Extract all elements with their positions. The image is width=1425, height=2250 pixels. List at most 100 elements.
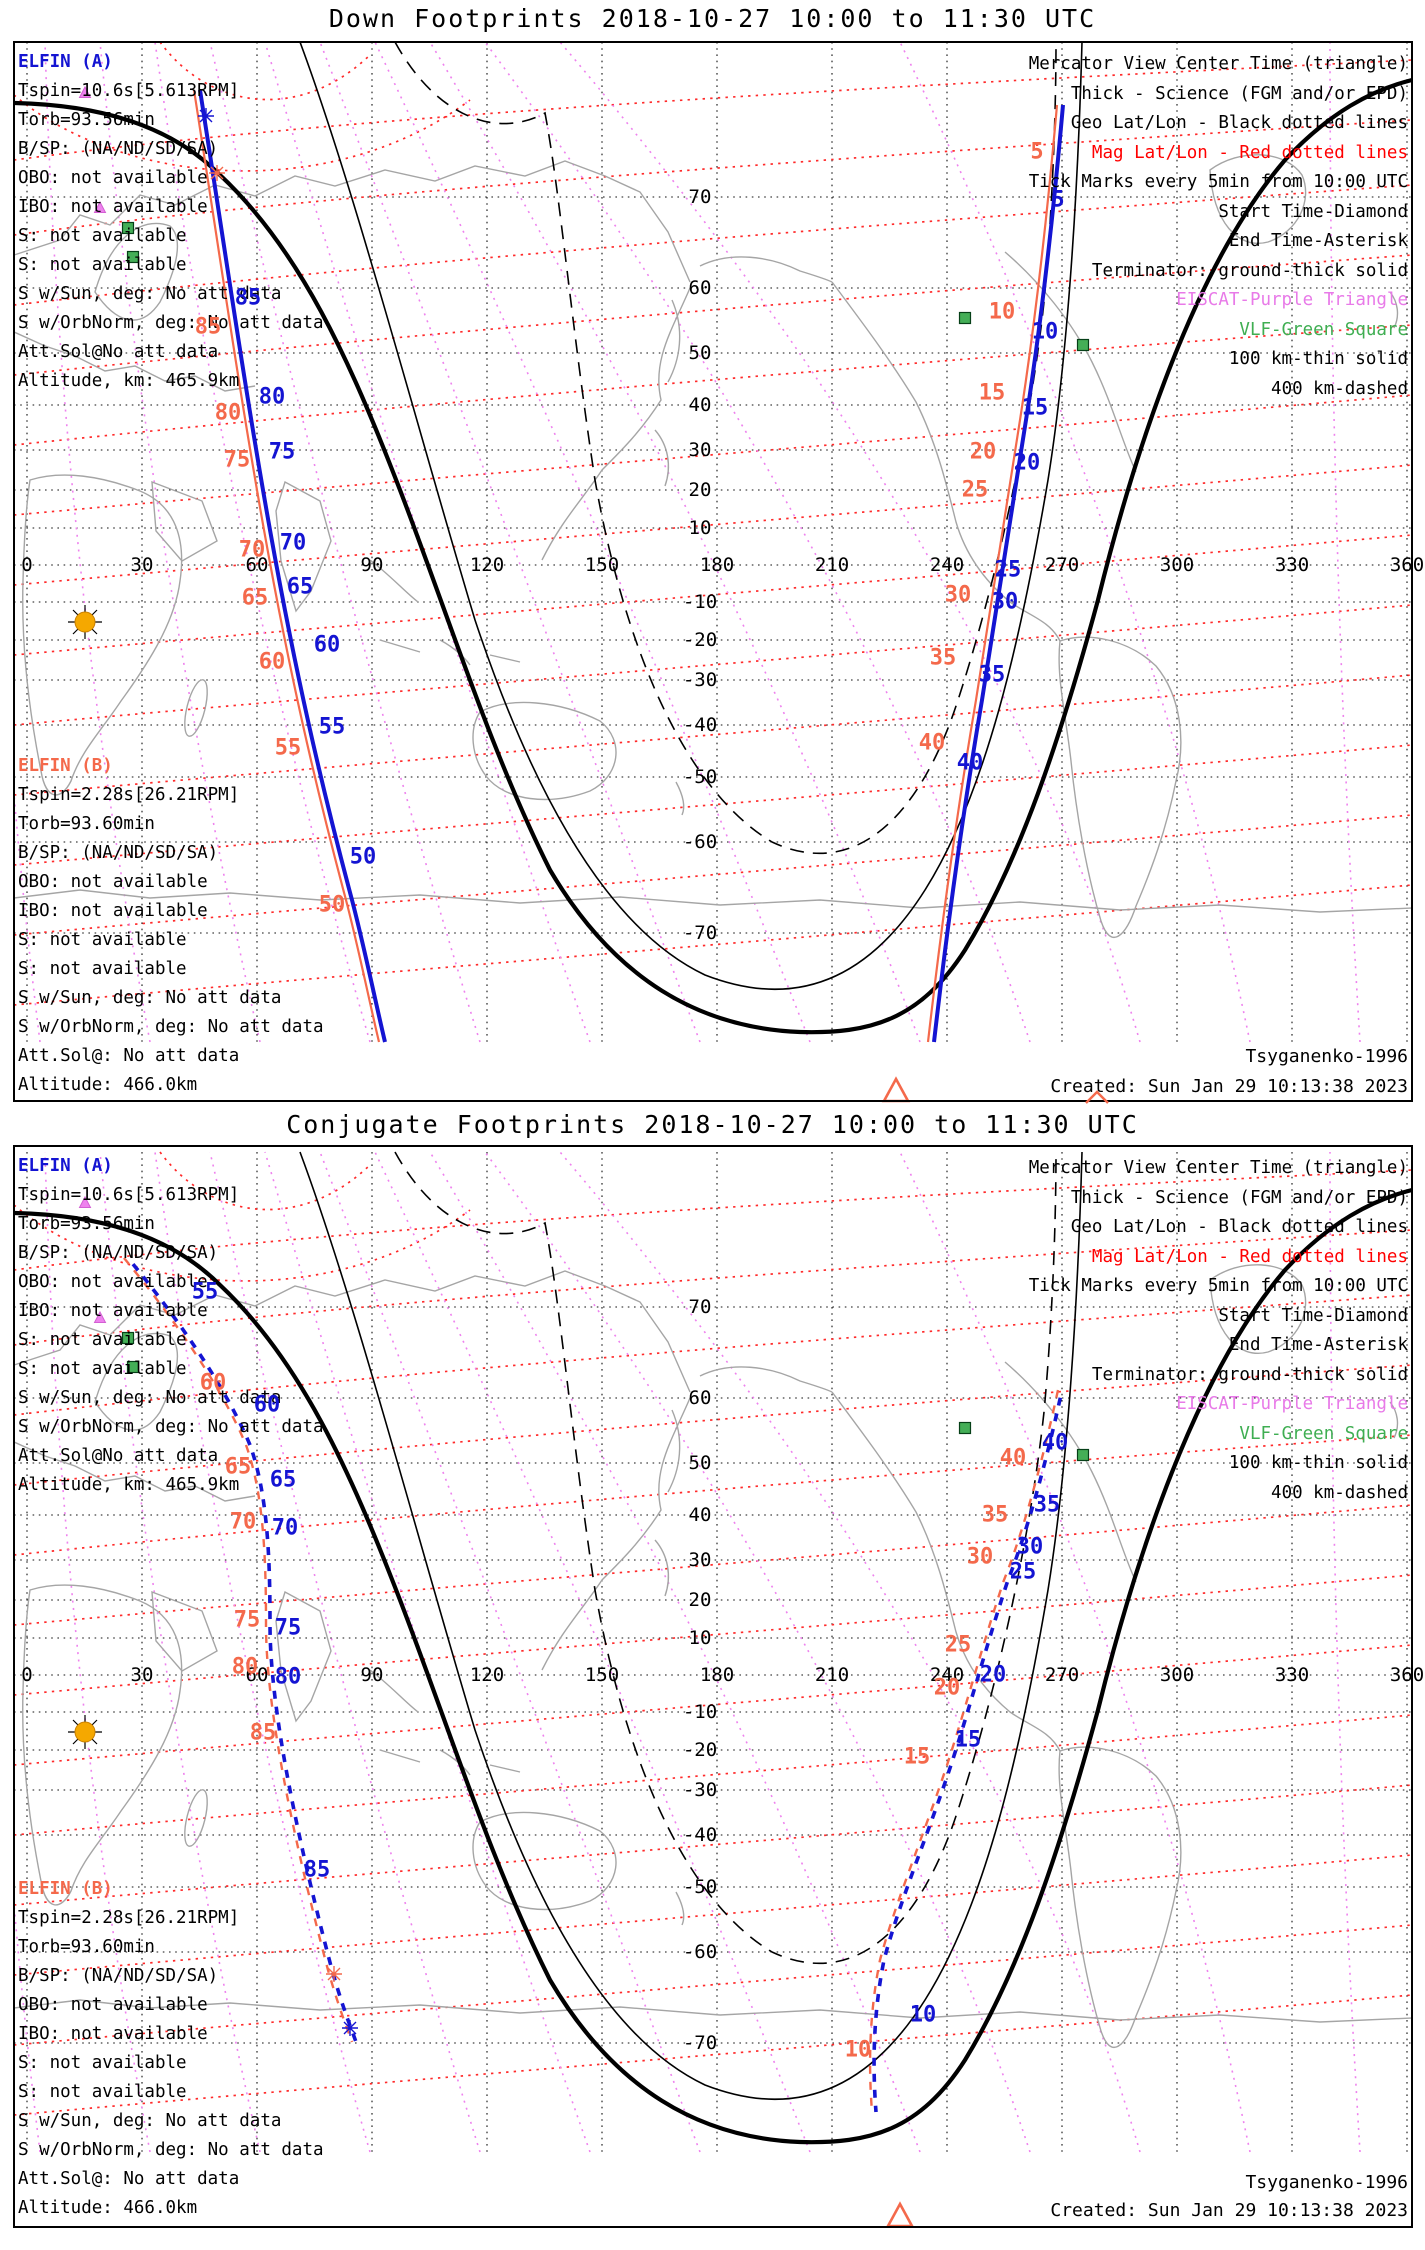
- lat-tick-label: -30: [682, 1779, 718, 1801]
- elfin-a-bottom-line-3: B/SP: (NA/ND/SD/SA): [18, 1243, 219, 1263]
- elfin-a-time-label: 40: [956, 750, 984, 776]
- lon-tick-label: 0: [21, 1664, 33, 1686]
- elfin-b-time-label: 10: [844, 2037, 872, 2063]
- lat-tick-label: -10: [682, 1701, 718, 1723]
- elfin-a-bottom-line-6: S: not available: [18, 1330, 187, 1350]
- sun-icon: [67, 604, 103, 640]
- elfin-a-time-label: 55: [191, 1279, 219, 1305]
- elfin-b-conjugate-east: [868, 1389, 1060, 2113]
- elfin-a-top-line-4: OBO: not available: [18, 168, 208, 188]
- elfin-b-bottom-line-3: B/SP: (NA/ND/SD/SA): [18, 1966, 219, 1986]
- lon-tick-label: 240: [929, 1664, 965, 1686]
- elfin-b-bottom-line-10: Att.Sol@: No att data: [18, 2169, 240, 2189]
- elfin-b-time-label: 35: [929, 645, 957, 671]
- elfin-b-time-label: 85: [249, 1720, 277, 1746]
- lon-tick-label: 150: [584, 1664, 620, 1686]
- vlf-square-icon: [958, 1421, 972, 1435]
- elfin-b-time-label: 55: [274, 735, 302, 761]
- legend-top-line-7: Terminator: ground-thick solid: [1091, 260, 1408, 281]
- elfin-b-bottom-line-0: ELFIN (B): [18, 1879, 113, 1899]
- elfin-b-time-label: 20: [933, 1675, 961, 1701]
- lon-tick-label: 270: [1044, 554, 1080, 576]
- elfin-b-top-line-10: Att.Sol@: No att data: [18, 1046, 240, 1066]
- elfin-b-track-west: [192, 89, 381, 1043]
- legend-bottom-line-0: Mercator View Center Time (triangle): [1028, 1158, 1408, 1178]
- elfin-b-top-line-4: OBO: not available: [18, 872, 208, 892]
- elfin-a-bottom-line-5: IBO: not available: [18, 1301, 208, 1321]
- elfin-a-top-line-1: Tspin=10.6s[5.613RPM]: [18, 81, 240, 101]
- lat-tick-label: -60: [682, 1941, 718, 1963]
- created-label-top: Created: Sun Jan 29 10:13:38 2023: [1050, 1076, 1408, 1097]
- elfin-b-bottom-line-9: S w/OrbNorm, deg: No att data: [18, 2140, 324, 2160]
- model-label-top: Tsyganenko-1996: [1245, 1046, 1408, 1067]
- lon-tick-label: 0: [21, 554, 33, 576]
- elfin-b-time-label: 70: [238, 537, 266, 563]
- elfin-a-top-line-11: Altitude, km: 465.9km: [18, 371, 240, 391]
- elfin-b-bottom-line-2: Torb=93.60min: [18, 1937, 155, 1957]
- elfin-a-time-label: 10: [909, 2002, 937, 2028]
- center-time-triangle-icon: [886, 2202, 914, 2228]
- elfin-a-top-line-3: B/SP: (NA/ND/SD/SA): [18, 139, 219, 159]
- lat-tick-label: -50: [682, 1876, 718, 1898]
- legend-top: Mercator View Center Time (triangle) Thic…: [1029, 50, 1408, 404]
- legend-bottom-line-3: Mag Lat/Lon - Red dotted lines: [1091, 1246, 1408, 1267]
- elfin-a-info-top: ELFIN (A) Tspin=10.6s[5.613RPM] Torb=93.56…: [18, 48, 324, 396]
- elfin-a-bottom-line-4: OBO: not available: [18, 1272, 208, 1292]
- elfin-a-time-label: 65: [286, 574, 314, 600]
- lat-tick-label: -70: [682, 2032, 718, 2054]
- lat-tick-label: 40: [688, 1504, 712, 1526]
- lat-tick-label: 20: [688, 1589, 712, 1611]
- lat-tick-label: 10: [688, 517, 712, 539]
- legend-top-line-9: VLF-Green Square: [1239, 319, 1408, 340]
- legend-bottom-line-10: 100 km-thin solid: [1228, 1453, 1408, 1473]
- elfin-a-bottom-line-8: S w/Sun, deg: No att data: [18, 1388, 282, 1408]
- elfin-b-bottom-line-7: S: not available: [18, 2082, 187, 2102]
- lon-tick-label: 210: [814, 554, 850, 576]
- lat-tick-label: -10: [682, 591, 718, 613]
- elfin-b-time-label: 25: [961, 477, 989, 503]
- elfin-b-time-label: 75: [223, 447, 251, 473]
- elfin-a-time-label: 10: [1031, 319, 1059, 345]
- elfin-a-top-line-10: Att.Sol@No att data: [18, 342, 219, 362]
- legend-bottom-line-9: VLF-Green Square: [1239, 1423, 1408, 1444]
- legend-top-line-5: Start Time-Diamond: [1218, 201, 1408, 222]
- elfin-a-time-label: 20: [979, 1662, 1007, 1688]
- model-label-bottom: Tsyganenko-1996: [1245, 2172, 1408, 2193]
- elfin-b-time-label: 70: [229, 1509, 257, 1535]
- elfin-a-top-line-0: ELFIN (A): [18, 52, 113, 72]
- lon-tick-label: 120: [469, 554, 505, 576]
- lat-tick-label: 20: [688, 479, 712, 501]
- elfin-b-time-label: 30: [966, 1544, 994, 1570]
- elfin-b-time-label: 20: [969, 439, 997, 465]
- elfin-b-time-label: 85: [194, 314, 222, 340]
- legend-top-line-8: EISCAT-Purple Triangle: [1176, 290, 1408, 310]
- legend-bottom-line-6: End Time-Asterisk: [1228, 1335, 1408, 1355]
- lon-tick-label: 360: [1389, 1664, 1425, 1686]
- elfin-a-top-line-9: S w/OrbNorm, deg: No att data: [18, 313, 324, 333]
- legend-top-line-11: 400 km-dashed: [1271, 378, 1408, 399]
- lat-tick-label: -20: [682, 1739, 718, 1761]
- legend-top-line-0: Mercator View Center Time (triangle): [1028, 54, 1408, 74]
- elfin-b-time-label: 60: [258, 649, 286, 675]
- elfin-a-time-label: 55: [318, 714, 346, 740]
- elfin-a-bottom-line-10: Att.Sol@No att data: [18, 1446, 219, 1466]
- elfin-b-time-label: 40: [918, 730, 946, 756]
- lat-tick-label: -70: [682, 922, 718, 944]
- legend-bottom-line-11: 400 km-dashed: [1271, 1482, 1408, 1503]
- top-panel-title: Down Footprints 2018-10-27 10:00 to 11:3…: [328, 4, 1097, 33]
- elfin-a-bottom-line-11: Altitude, km: 465.9km: [18, 1475, 240, 1495]
- elfin-b-time-label: 80: [231, 1654, 259, 1680]
- elfin-a-time-label: 70: [279, 530, 307, 556]
- lat-tick-label: 50: [688, 342, 712, 364]
- elfin-b-bottom-line-11: Altitude: 466.0km: [18, 2198, 198, 2218]
- elfin-a-top-line-6: S: not available: [18, 226, 187, 246]
- lat-tick-label: -20: [682, 629, 718, 651]
- elfin-a-time-label: 75: [268, 439, 296, 465]
- lat-tick-label: 40: [688, 394, 712, 416]
- elfin-a-bottom-line-9: S w/OrbNorm, deg: No att data: [18, 1417, 324, 1437]
- elfin-a-time-label: 70: [271, 1515, 299, 1541]
- elfin-b-top-line-8: S w/Sun, deg: No att data: [18, 988, 282, 1008]
- legend-bottom-line-1: Thick - Science (FGM and/or EPD): [1070, 1187, 1408, 1208]
- lon-tick-label: 270: [1044, 1664, 1080, 1686]
- top-panel-frame: [13, 41, 1413, 1102]
